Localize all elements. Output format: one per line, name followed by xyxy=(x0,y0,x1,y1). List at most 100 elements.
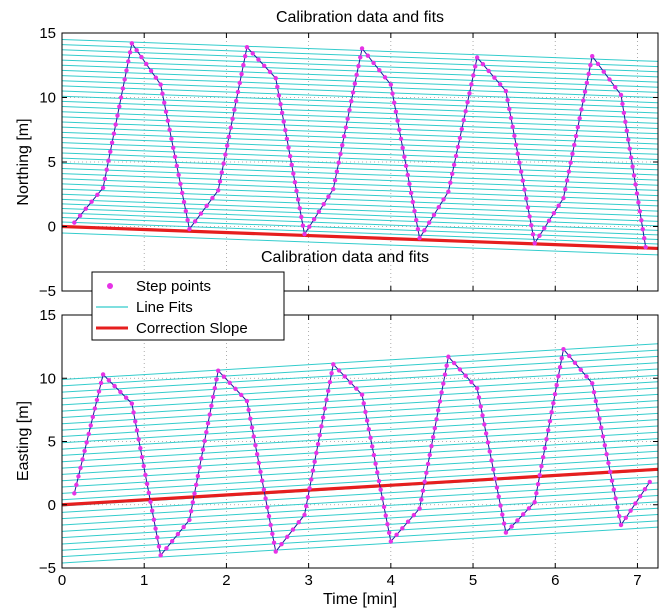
step-point xyxy=(434,417,439,422)
step-point xyxy=(491,467,496,472)
line-fit xyxy=(62,431,658,469)
step-point xyxy=(457,367,463,372)
step-point xyxy=(156,544,162,549)
line-fit xyxy=(62,501,658,539)
step-point xyxy=(507,106,512,112)
step-point xyxy=(233,386,238,392)
line-fit xyxy=(62,520,658,558)
step-point xyxy=(334,169,340,174)
step-point xyxy=(169,136,174,141)
step-point xyxy=(422,479,427,484)
line-fit xyxy=(62,419,658,456)
step-point xyxy=(94,397,100,403)
step-point xyxy=(239,71,244,77)
step-point xyxy=(209,403,214,408)
step-point xyxy=(412,208,417,214)
step-point xyxy=(639,218,644,223)
step-point xyxy=(86,431,91,437)
step-point xyxy=(199,456,204,461)
step-point xyxy=(628,508,633,513)
step-point xyxy=(354,72,359,78)
step-point xyxy=(509,524,514,529)
step-point xyxy=(278,101,283,107)
step-point xyxy=(422,228,427,233)
step-point xyxy=(146,490,152,496)
chart-title: Calibration data and fits xyxy=(276,9,444,26)
step-point xyxy=(160,91,165,96)
step-point xyxy=(617,513,622,519)
step-point xyxy=(331,362,336,367)
line-fit xyxy=(62,444,658,482)
step-point xyxy=(492,75,497,80)
step-point xyxy=(630,164,635,169)
line-fit xyxy=(62,75,658,99)
step-point xyxy=(606,460,611,466)
y-tick-label: 5 xyxy=(48,434,56,451)
step-point xyxy=(441,381,446,386)
step-point xyxy=(286,145,291,150)
step-point xyxy=(480,413,485,418)
step-point xyxy=(195,473,201,479)
line-fit xyxy=(62,355,658,393)
step-point xyxy=(631,173,637,178)
line-fit xyxy=(62,116,658,140)
step-point xyxy=(320,415,326,420)
step-point xyxy=(138,445,143,451)
step-point xyxy=(403,163,409,169)
y-tick-label: 15 xyxy=(39,25,56,42)
plot-area xyxy=(62,315,658,568)
step-point xyxy=(169,538,175,544)
step-point xyxy=(366,427,372,432)
step-point xyxy=(291,171,296,176)
step-point xyxy=(244,44,250,50)
step-point xyxy=(370,444,375,449)
step-point xyxy=(566,169,572,174)
step-point xyxy=(237,80,242,86)
step-point xyxy=(476,395,482,400)
step-point xyxy=(180,190,185,196)
step-point xyxy=(407,181,412,187)
step-point xyxy=(446,189,451,194)
northing-panel: −5 0 5 10 15 xyxy=(39,25,659,300)
step-point xyxy=(642,486,648,492)
line-fit xyxy=(62,193,658,217)
step-point xyxy=(106,158,111,163)
step-point xyxy=(633,182,638,187)
step-point xyxy=(388,82,394,87)
step-point xyxy=(307,486,312,491)
step-point xyxy=(348,380,353,385)
step-point xyxy=(441,197,446,202)
step-point xyxy=(321,201,326,207)
y-tick-label: 0 xyxy=(48,497,56,514)
line-fit xyxy=(62,438,658,475)
step-point xyxy=(455,144,461,150)
step-point xyxy=(153,526,158,531)
step-point xyxy=(607,77,612,82)
step-point xyxy=(359,46,365,51)
step-point xyxy=(547,418,553,424)
line-fit xyxy=(62,495,658,532)
step-point xyxy=(319,424,324,429)
step-point xyxy=(205,421,211,426)
step-point xyxy=(248,416,253,421)
step-point xyxy=(80,457,85,462)
step-point xyxy=(258,469,263,475)
step-point xyxy=(96,389,102,394)
step-point xyxy=(316,209,322,214)
step-point xyxy=(356,63,361,69)
step-point xyxy=(127,50,133,55)
step-point xyxy=(210,394,216,400)
step-point xyxy=(336,160,341,165)
step-point xyxy=(276,93,282,98)
step-point xyxy=(532,241,537,246)
y-axis-label-easting: Easting [m] xyxy=(15,401,32,481)
step-point xyxy=(386,530,392,536)
step-point xyxy=(556,373,561,379)
step-point xyxy=(515,151,520,156)
step-point xyxy=(483,431,489,436)
step-point xyxy=(448,180,453,185)
step-point xyxy=(494,485,500,490)
step-point xyxy=(265,505,270,510)
step-point xyxy=(327,379,333,385)
step-point xyxy=(267,69,273,75)
